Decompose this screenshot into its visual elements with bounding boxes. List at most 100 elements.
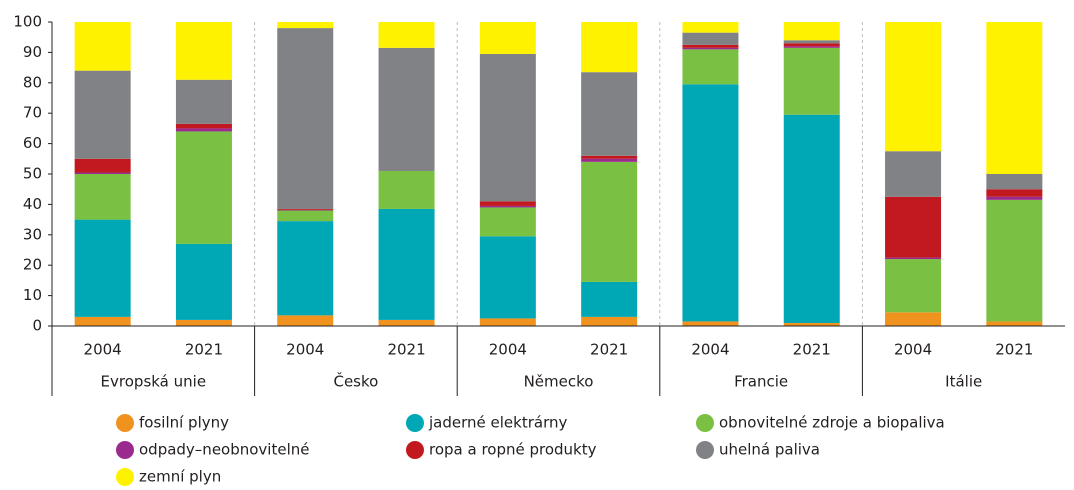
bar-segment <box>783 43 840 47</box>
bar-segment <box>581 155 638 159</box>
bar-segment <box>175 128 232 132</box>
x-tick-label: 2021 <box>995 341 1033 359</box>
x-tick-label: 2004 <box>691 341 729 359</box>
x-tick-label: 2004 <box>489 341 527 359</box>
bar-segment <box>74 219 131 317</box>
bar-segment <box>682 22 739 33</box>
bar-segment <box>277 28 334 209</box>
bar-segment <box>175 243 232 320</box>
bar-segment <box>682 47 739 50</box>
bar-segment <box>581 72 638 156</box>
legend-marker <box>116 441 134 459</box>
x-tick-label: 2004 <box>286 341 324 359</box>
bar-segment <box>581 281 638 317</box>
bar-segment <box>74 174 131 220</box>
bar-segment <box>175 79 232 124</box>
legend-label: jaderné elektrárny <box>428 414 567 432</box>
x-tick-label: 2021 <box>387 341 425 359</box>
bar-segment <box>277 210 334 222</box>
y-tick-label: 90 <box>23 43 42 61</box>
bar-segment <box>479 53 536 202</box>
bar-segment <box>885 259 942 313</box>
bar-segment <box>479 236 536 319</box>
bar-segment <box>783 22 840 41</box>
bar-segment <box>74 22 131 71</box>
bar-segment <box>986 199 1043 322</box>
group-label: Francie <box>734 373 788 391</box>
bar-segment <box>986 321 1043 326</box>
bar-segment <box>378 170 435 209</box>
y-tick-label: 70 <box>23 104 42 122</box>
bar-segment <box>479 22 536 54</box>
bar-segment <box>682 321 739 326</box>
bar-segment <box>74 70 131 159</box>
y-tick-label: 100 <box>13 13 42 31</box>
bar-segment <box>175 319 232 326</box>
y-tick-label: 80 <box>23 73 42 91</box>
x-tick-label: 2021 <box>793 341 831 359</box>
bar-segment <box>581 316 638 326</box>
y-tick-label: 40 <box>23 195 42 213</box>
bar-segment <box>479 201 536 206</box>
bar-segment <box>378 22 435 48</box>
y-tick-label: 20 <box>23 256 42 274</box>
bar-segment <box>986 174 1043 190</box>
y-tick-label: 10 <box>23 286 42 304</box>
bar-segment <box>986 22 1043 174</box>
bar-segment <box>885 22 942 152</box>
bar-segment <box>682 44 739 48</box>
legend-label: zemní plyn <box>139 468 221 486</box>
bar-segment <box>479 318 536 326</box>
bar-segment <box>74 172 131 174</box>
legend-marker <box>406 441 424 459</box>
bar-segment <box>682 32 739 45</box>
legend-label: ropa a ropné produkty <box>429 441 597 459</box>
bar-segment <box>378 208 435 320</box>
bar-segment <box>479 207 536 237</box>
y-tick-label: 50 <box>23 165 42 183</box>
x-tick-label: 2004 <box>894 341 932 359</box>
bar-segment <box>74 158 131 173</box>
legend-label: odpady–neobnovitelné <box>139 441 310 459</box>
legend-marker <box>406 414 424 432</box>
y-tick-label: 30 <box>23 225 42 243</box>
bar-segment <box>885 151 942 197</box>
bar-segment <box>783 47 840 115</box>
legend-label: obnovitelné zdroje a biopaliva <box>719 414 945 432</box>
bar-segment <box>783 40 840 44</box>
bar-segment <box>74 316 131 326</box>
bar-segment <box>277 208 334 210</box>
bar-segment <box>783 114 840 323</box>
bar-segment <box>277 209 334 211</box>
legend-marker <box>116 468 134 486</box>
group-label: Evropská unie <box>101 373 207 391</box>
legend-marker <box>696 414 714 432</box>
group-label: Německo <box>524 373 594 391</box>
bar-segment <box>175 123 232 129</box>
bar-segment <box>682 49 739 85</box>
x-tick-label: 2021 <box>590 341 628 359</box>
bar-segment <box>783 46 840 48</box>
group-label: Česko <box>333 372 378 391</box>
bar-segment <box>885 196 942 258</box>
legend-label: uhelná paliva <box>719 441 820 459</box>
bar-segment <box>986 196 1043 200</box>
bar-segment <box>175 22 232 80</box>
bar-segment <box>277 22 334 29</box>
bar-segment <box>277 315 334 326</box>
group-label: Itálie <box>945 373 982 391</box>
bar-segment <box>682 84 739 322</box>
bar-segment <box>581 158 638 162</box>
bar-segment <box>378 319 435 326</box>
bar-segment <box>378 47 435 171</box>
legend-label: fosilní plyny <box>139 414 229 432</box>
bar-segment <box>175 131 232 244</box>
bar-segment <box>479 205 536 208</box>
legend-marker <box>116 414 134 432</box>
y-tick-label: 0 <box>32 317 42 335</box>
x-tick-label: 2021 <box>185 341 223 359</box>
bar-segment <box>986 189 1043 197</box>
bar-segment <box>277 221 334 316</box>
bar-segment <box>885 257 942 260</box>
